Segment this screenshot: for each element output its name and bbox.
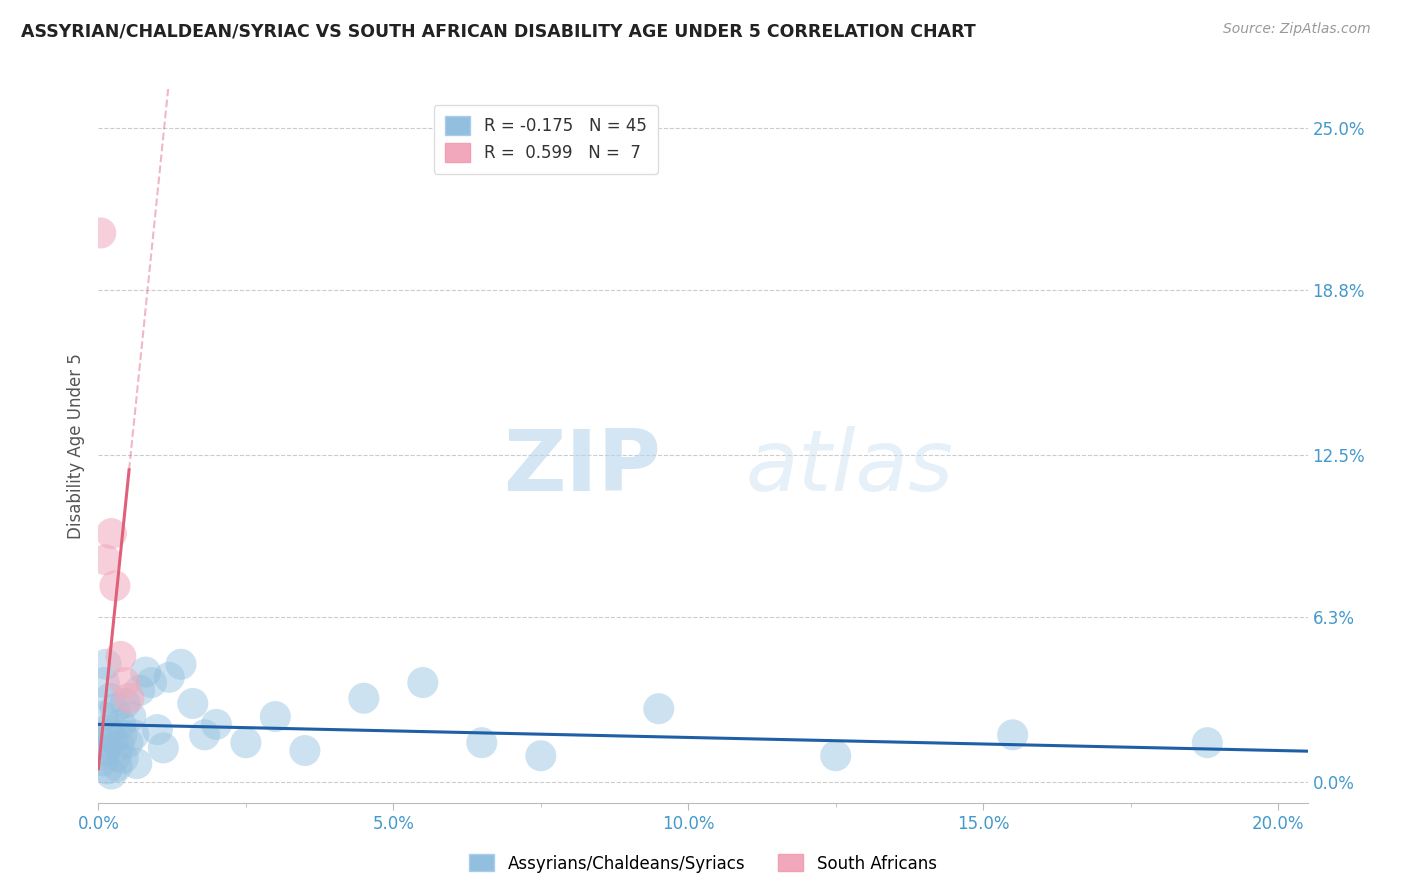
Point: [120, 709, 142, 723]
Point: [97, 723, 120, 737]
Point: [264, 709, 287, 723]
Point: [105, 759, 128, 773]
Point: [117, 736, 139, 750]
Point: [96, 762, 118, 776]
Point: [91, 709, 114, 723]
Point: [824, 748, 846, 763]
Point: [93, 675, 115, 690]
Point: [91, 754, 114, 768]
Point: [353, 691, 375, 706]
Point: [94, 743, 117, 757]
Point: [648, 702, 671, 716]
Text: Source: ZipAtlas.com: Source: ZipAtlas.com: [1223, 22, 1371, 37]
Point: [141, 675, 163, 690]
Point: [530, 748, 553, 763]
Point: [128, 683, 150, 698]
Point: [94, 552, 117, 566]
Text: ASSYRIAN/CHALDEAN/SYRIAC VS SOUTH AFRICAN DISABILITY AGE UNDER 5 CORRELATION CHA: ASSYRIAN/CHALDEAN/SYRIAC VS SOUTH AFRICA…: [21, 22, 976, 40]
Point: [98, 728, 121, 742]
Point: [110, 717, 132, 731]
Point: [90, 226, 112, 240]
Point: [135, 665, 157, 679]
Point: [94, 657, 117, 672]
Point: [114, 675, 136, 690]
Legend: R = -0.175   N = 45, R =  0.599   N =  7: R = -0.175 N = 45, R = 0.599 N = 7: [433, 104, 658, 174]
Point: [108, 739, 131, 753]
Point: [412, 675, 434, 690]
Text: ZIP: ZIP: [503, 425, 661, 509]
Legend: Assyrians/Chaldeans/Syriacs, South Africans: Assyrians/Chaldeans/Syriacs, South Afric…: [463, 847, 943, 880]
Point: [157, 670, 180, 684]
Point: [101, 733, 124, 747]
Point: [152, 740, 174, 755]
Point: [170, 657, 193, 672]
Point: [90, 736, 112, 750]
Point: [205, 717, 228, 731]
Point: [112, 751, 135, 765]
Point: [181, 697, 204, 711]
Point: [114, 697, 136, 711]
Point: [146, 723, 169, 737]
Point: [1001, 728, 1024, 742]
Point: [194, 728, 217, 742]
Point: [235, 736, 257, 750]
Point: [1197, 736, 1219, 750]
Point: [125, 756, 148, 771]
Point: [471, 736, 494, 750]
Point: [100, 526, 122, 541]
Point: [122, 728, 145, 742]
Point: [111, 728, 134, 742]
Point: [104, 702, 127, 716]
Point: [100, 767, 122, 781]
Point: [98, 691, 121, 706]
Point: [294, 743, 316, 757]
Point: [104, 579, 127, 593]
Point: [105, 748, 128, 763]
Text: atlas: atlas: [745, 425, 953, 509]
Point: [110, 649, 132, 664]
Y-axis label: Disability Age Under 5: Disability Age Under 5: [67, 353, 86, 539]
Point: [118, 691, 141, 706]
